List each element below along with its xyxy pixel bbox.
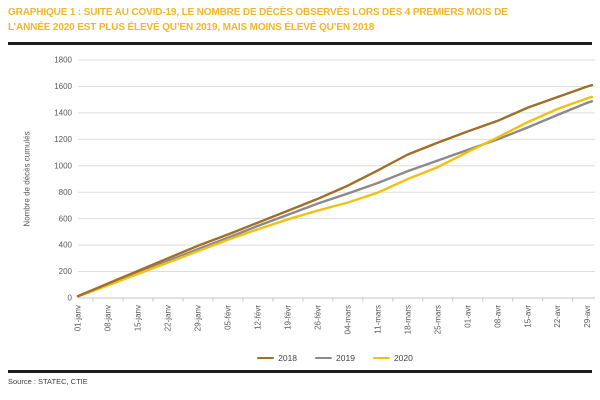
y-tick-label: 1000: [54, 161, 72, 170]
x-tick-label: 01-avr: [463, 305, 472, 328]
x-tick-label: 19-févr: [283, 305, 292, 330]
y-tick-label: 200: [59, 267, 73, 276]
x-tick-label: 08-janv: [103, 305, 112, 331]
legend-label-2019: 2019: [336, 353, 355, 363]
y-tick-label: 0: [68, 294, 73, 303]
series-line-2018: [76, 83, 594, 298]
x-tick-label: 05-févr: [223, 305, 232, 330]
x-tick-label: 15-avr: [523, 305, 532, 328]
bottom-divider: [8, 370, 592, 373]
source-note: Source : STATEC, CTIE: [8, 377, 88, 386]
x-tick-label: 22-avr: [553, 305, 562, 328]
y-tick-label: 1600: [54, 82, 72, 91]
x-tick-label: 22-janv: [163, 305, 172, 331]
x-tick-label: 25-mars: [433, 305, 442, 334]
top-divider: [8, 42, 592, 45]
x-tick-label: 29-avr: [583, 305, 592, 328]
chart-title-line1: GRAPHIQUE 1 : SUITE AU COVID-19, LE NOMB…: [8, 7, 508, 18]
y-tick-label: 1200: [54, 135, 72, 144]
legend-item-2018: 2018: [257, 353, 297, 363]
chart-title-line2: L’ANNÉE 2020 EST PLUS ÉLEVÉ QU’EN 2019, …: [8, 21, 375, 33]
legend-swatch-2018: [257, 356, 275, 360]
y-tick-label: 800: [59, 188, 73, 197]
chart-title: GRAPHIQUE 1 : SUITE AU COVID-19, LE NOMB…: [8, 6, 596, 35]
y-tick-label: 1400: [54, 108, 72, 117]
x-tick-label: 12-févr: [253, 305, 262, 330]
legend-swatch-2019: [315, 356, 333, 360]
x-tick-label: 01-janv: [74, 305, 83, 331]
y-tick-label: 400: [59, 241, 73, 250]
x-tick-label: 18-mars: [403, 305, 412, 334]
y-tick-label: 600: [59, 214, 73, 223]
x-tick-label: 26-févr: [313, 305, 322, 330]
chart-legend: 2018 2019 2020: [78, 351, 592, 365]
series-line-2020: [76, 95, 594, 298]
legend-label-2018: 2018: [278, 353, 298, 363]
series-line-2019: [76, 100, 594, 298]
x-tick-label: 29-janv: [193, 305, 202, 331]
y-tick-label: 1800: [54, 56, 72, 65]
legend-swatch-2020: [372, 356, 390, 360]
x-tick-label: 11-mars: [373, 305, 382, 334]
x-tick-label: 04-mars: [343, 305, 352, 334]
x-tick-label: 08-avr: [493, 305, 502, 328]
x-tick-label: 15-janv: [133, 305, 142, 331]
legend-item-2020: 2020: [372, 353, 413, 363]
legend-label-2020: 2020: [393, 353, 413, 363]
legend-item-2019: 2019: [315, 353, 355, 363]
line-chart: 0 200 400 600 800 1000 1200 1400 1600 1800 01-janv…: [54, 56, 595, 334]
